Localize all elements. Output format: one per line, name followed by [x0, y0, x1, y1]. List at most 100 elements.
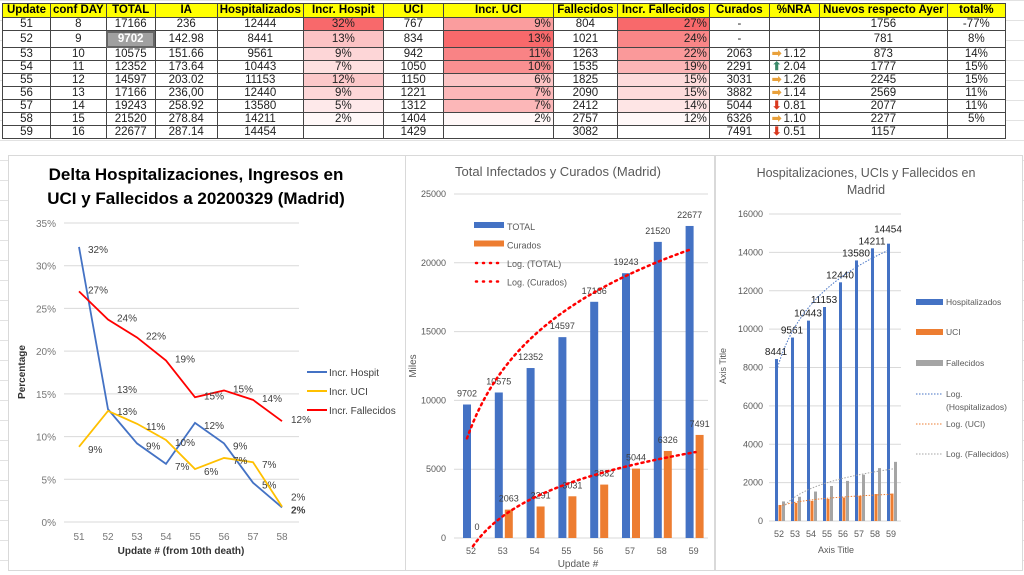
table-cell[interactable]: 11153	[216, 73, 304, 87]
table-cell[interactable]: 19%	[616, 60, 710, 74]
table-cell[interactable]: 27%	[616, 17, 710, 31]
table-cell[interactable]: 3882	[708, 86, 770, 100]
table-cell[interactable]: 8441	[216, 30, 304, 48]
table-cell[interactable]: 1263	[552, 47, 618, 61]
table-cell[interactable]: 278.84	[154, 112, 218, 126]
table-cell[interactable]: 5044	[708, 99, 770, 113]
table-cell[interactable]: 55	[2, 73, 51, 87]
table-cell[interactable]: ⬇ 0.81	[768, 99, 820, 113]
table-cell[interactable]: 24%	[616, 30, 710, 48]
table-cell[interactable]: 5%	[946, 112, 1006, 126]
table-cell[interactable]: 10	[50, 47, 107, 61]
table-cell[interactable]	[616, 125, 710, 139]
table-cell[interactable]: 12444	[216, 17, 304, 31]
table-cell[interactable]: 19243	[105, 99, 156, 113]
table-cell[interactable]: 13	[50, 86, 107, 100]
column-header[interactable]: Incr. Fallecidos	[616, 3, 710, 18]
table-cell[interactable]: 1312	[382, 99, 444, 113]
chart-hospitalizaciones-ucis[interactable]: Hospitalizaciones, UCIs y Fallecidos en M…	[715, 155, 1023, 571]
table-cell[interactable]: 9561	[216, 47, 304, 61]
table-cell[interactable]: 14	[50, 99, 107, 113]
chart-delta-hospitalizaciones[interactable]: Delta Hospitalizaciones, Ingresos en UCI …	[8, 155, 406, 571]
table-cell[interactable]: 6%	[442, 73, 554, 87]
table-cell[interactable]: -	[708, 30, 770, 48]
table-cell[interactable]: 15%	[616, 73, 710, 87]
table-cell[interactable]: 15%	[946, 60, 1006, 74]
table-cell[interactable]: 12440	[216, 86, 304, 100]
column-header[interactable]: Hospitalizados	[216, 3, 304, 18]
table-cell[interactable]: 16	[50, 125, 107, 139]
table-cell[interactable]: 5%	[302, 99, 384, 113]
table-cell[interactable]: 8%	[946, 30, 1006, 48]
table-cell[interactable]: 22677	[105, 125, 156, 139]
table-cell[interactable]: 767	[382, 17, 444, 31]
table-cell[interactable]: 3082	[552, 125, 618, 139]
table-cell[interactable]: 11%	[442, 47, 554, 61]
table-cell[interactable]	[302, 125, 384, 139]
column-header[interactable]: conf DAY	[50, 3, 107, 18]
table-cell[interactable]: 14%	[946, 47, 1006, 61]
table-cell[interactable]: 781	[818, 30, 948, 48]
table-cell[interactable]: 2757	[552, 112, 618, 126]
table-cell[interactable]: 51	[2, 17, 51, 31]
table-cell[interactable]: 173.64	[154, 60, 218, 74]
table-cell[interactable]: 1535	[552, 60, 618, 74]
table-cell[interactable]: ➡ 1.14	[768, 86, 820, 100]
table-cell[interactable]: 2245	[818, 73, 948, 87]
table-cell[interactable]: 8	[50, 17, 107, 31]
table-cell[interactable]: 7%	[442, 99, 554, 113]
table-cell[interactable]: 1404	[382, 112, 444, 126]
table-cell[interactable]: 1777	[818, 60, 948, 74]
table-cell[interactable]: -77%	[946, 17, 1006, 31]
table-cell[interactable]: 13%	[302, 30, 384, 48]
table-cell[interactable]: ➡ 1.26	[768, 73, 820, 87]
table-cell[interactable]: 12	[50, 73, 107, 87]
table-cell[interactable]: 1050	[382, 60, 444, 74]
table-cell[interactable]: ➡ 1.10	[768, 112, 820, 126]
column-header[interactable]: Fallecidos	[552, 3, 618, 18]
table-cell[interactable]: 6326	[708, 112, 770, 126]
column-header[interactable]: Nuevos respecto Ayer	[818, 3, 948, 18]
table-cell[interactable]: 236	[154, 17, 218, 31]
table-cell[interactable]: 1021	[552, 30, 618, 48]
table-cell[interactable]: 151.66	[154, 47, 218, 61]
column-header[interactable]: Incr. Hospit	[302, 3, 384, 18]
table-cell[interactable]: 3031	[708, 73, 770, 87]
table-cell[interactable]: 142.98	[154, 30, 218, 48]
table-cell[interactable]: 21520	[105, 112, 156, 126]
table-cell[interactable]: 258.92	[154, 99, 218, 113]
table-cell[interactable]: ⬇ 0.51	[768, 125, 820, 139]
table-cell[interactable]: 12352	[105, 60, 156, 74]
table-cell[interactable]: 54	[2, 60, 51, 74]
table-cell[interactable]: 7%	[302, 60, 384, 74]
table-cell[interactable]: 14597	[105, 73, 156, 87]
table-cell[interactable]: 1221	[382, 86, 444, 100]
table-cell[interactable]: 7%	[442, 86, 554, 100]
table-cell[interactable]: 203.02	[154, 73, 218, 87]
table-cell[interactable]: 1157	[818, 125, 948, 139]
table-cell[interactable]	[442, 125, 554, 139]
table-cell[interactable]: 14211	[216, 112, 304, 126]
table-cell[interactable]: 2412	[552, 99, 618, 113]
table-cell[interactable]	[768, 30, 820, 48]
table-cell[interactable]: 873	[818, 47, 948, 61]
table-cell[interactable]: 53	[2, 47, 51, 61]
column-header[interactable]: Update	[2, 3, 51, 18]
table-cell[interactable]: 11%	[946, 99, 1006, 113]
table-cell[interactable]: 804	[552, 17, 618, 31]
table-cell[interactable]: 12%	[616, 112, 710, 126]
table-cell[interactable]: 58	[2, 112, 51, 126]
table-cell[interactable]: 11%	[946, 86, 1006, 100]
column-header[interactable]: %NRA	[768, 3, 820, 18]
table-cell[interactable]: 15	[50, 112, 107, 126]
table-cell[interactable]	[946, 125, 1006, 139]
table-cell[interactable]: 2%	[442, 112, 554, 126]
table-cell[interactable]: 2063	[708, 47, 770, 61]
table-cell[interactable]: 1429	[382, 125, 444, 139]
table-cell[interactable]: 9702	[105, 30, 156, 48]
column-header[interactable]: Incr. UCI	[442, 3, 554, 18]
table-cell[interactable]: 834	[382, 30, 444, 48]
table-cell[interactable]: 7491	[708, 125, 770, 139]
table-cell[interactable]: 9%	[302, 47, 384, 61]
table-cell[interactable]: 2277	[818, 112, 948, 126]
